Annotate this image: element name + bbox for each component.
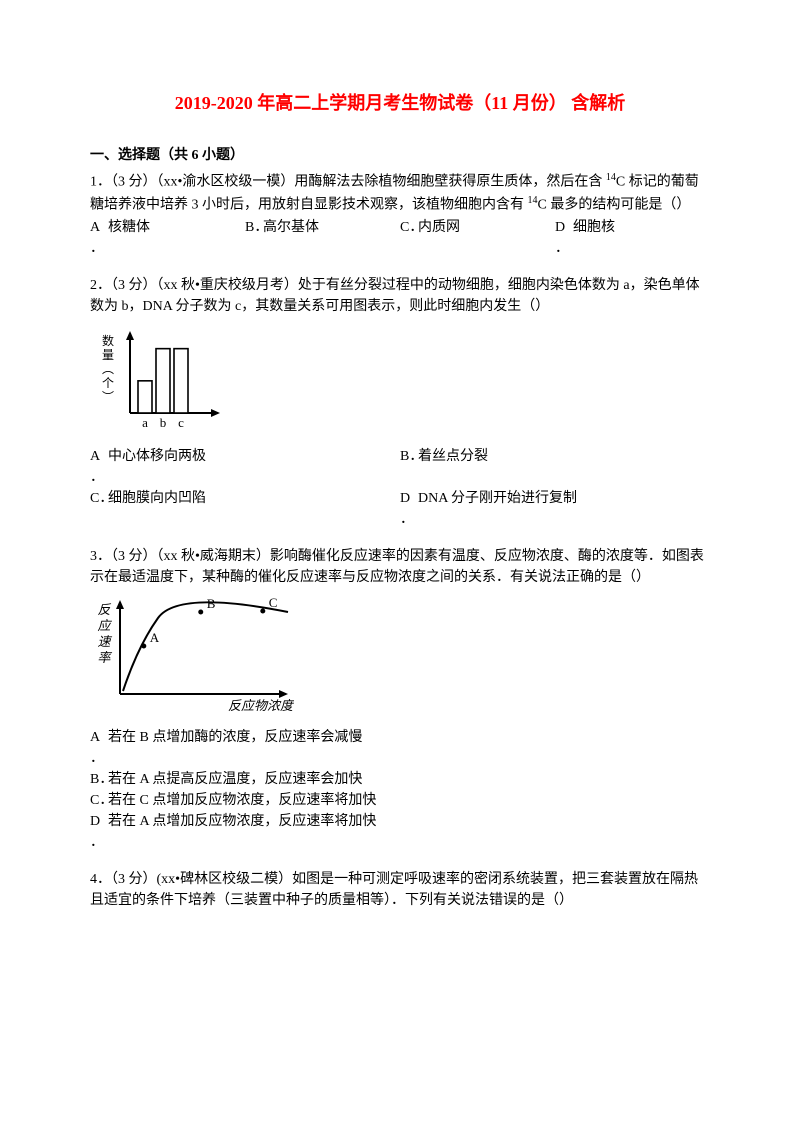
q2-opt-c: C． 细胞膜向内凹陷 bbox=[90, 488, 400, 530]
svg-text:︶: ︶ bbox=[102, 390, 114, 404]
opt-label: C． bbox=[400, 217, 418, 238]
q3-line-chart: A B C 反应速率反应物浓度 bbox=[94, 596, 294, 716]
opt-text: 中心体移向两极 bbox=[108, 446, 400, 467]
svg-text:C: C bbox=[269, 596, 278, 610]
q3-opt-d: D ． 若在 A 点增加反应物浓度，反应速率将加快 bbox=[90, 811, 710, 853]
q2-opt-a: A ． 中心体移向两极 bbox=[90, 446, 400, 488]
q1-stem-c: C 最多的结构可能是（） bbox=[538, 197, 691, 212]
opt-label: B． bbox=[400, 446, 418, 467]
opt-text: 若在 C 点增加反应物浓度，反应速率将加快 bbox=[108, 790, 710, 811]
svg-text:个: 个 bbox=[102, 376, 114, 390]
q1-opt-a: A ． 核糖体 bbox=[90, 217, 245, 259]
q1-options: A ． 核糖体 B． 高尔基体 C． 内质网 D ． 细胞核 bbox=[90, 217, 710, 259]
opt-text: 着丝点分裂 bbox=[418, 446, 710, 467]
dot: ． bbox=[555, 241, 569, 256]
opt-label: D bbox=[555, 220, 565, 235]
sup-14-2: 14 bbox=[528, 195, 538, 206]
opt-label: B． bbox=[90, 769, 108, 790]
q4-stem: 4．（3 分）(xx•碑林区校级二模）如图是一种可测定呼吸速率的密闭系统装置，把… bbox=[90, 869, 710, 911]
svg-text:c: c bbox=[178, 415, 184, 430]
opt-label: D bbox=[90, 814, 100, 829]
q3-stem: 3．（3 分）（xx 秋•威海期末）影响酶催化反应速率的因素有温度、反应物浓度、… bbox=[90, 546, 710, 588]
svg-text:A: A bbox=[150, 630, 160, 645]
opt-text: 高尔基体 bbox=[263, 217, 400, 238]
q3-opt-b: B． 若在 A 点提高反应温度，反应速率会加快 bbox=[90, 769, 710, 790]
svg-text:速: 速 bbox=[97, 634, 112, 649]
q1-stem-a: 1．（3 分）（xx•渝水区校级一模）用酶解法去除植物细胞壁获得原生质体，然后在… bbox=[90, 175, 606, 190]
question-1: 1．（3 分）（xx•渝水区校级一模）用酶解法去除植物细胞壁获得原生质体，然后在… bbox=[90, 170, 710, 259]
svg-text:量: 量 bbox=[102, 348, 114, 362]
opt-label: A bbox=[90, 220, 100, 235]
svg-text:a: a bbox=[142, 415, 148, 430]
svg-text:反: 反 bbox=[97, 602, 111, 617]
question-2: 2．（3 分）（xx 秋•重庆校级月考）处于有丝分裂过程中的动物细胞，细胞内染色… bbox=[90, 275, 710, 530]
q2-opt-d: D ． DNA 分子刚开始进行复制 bbox=[400, 488, 710, 530]
q3-opt-c: C． 若在 C 点增加反应物浓度，反应速率将加快 bbox=[90, 790, 710, 811]
q3-opt-a: A ． 若在 B 点增加酶的浓度，反应速率会减慢 bbox=[90, 727, 710, 769]
opt-text: 内质网 bbox=[418, 217, 555, 238]
opt-text: 核糖体 bbox=[108, 217, 245, 238]
q2-bar-chart: abc 数量︵个︶ bbox=[96, 325, 226, 435]
opt-text: 若在 A 点提高反应温度，反应速率会加快 bbox=[108, 769, 710, 790]
q1-opt-d: D ． 细胞核 bbox=[555, 217, 710, 259]
sup-14-1: 14 bbox=[606, 172, 616, 183]
q1-stem: 1．（3 分）（xx•渝水区校级一模）用酶解法去除植物细胞壁获得原生质体，然后在… bbox=[90, 170, 710, 215]
svg-text:应: 应 bbox=[97, 618, 112, 633]
q2-stem: 2．（3 分）（xx 秋•重庆校级月考）处于有丝分裂过程中的动物细胞，细胞内染色… bbox=[90, 275, 710, 317]
opt-text: 若在 B 点增加酶的浓度，反应速率会减慢 bbox=[108, 727, 710, 748]
q2-opt-b: B． 着丝点分裂 bbox=[400, 446, 710, 488]
page-title: 2019-2020 年高二上学期月考生物试卷（11 月份） 含解析 bbox=[90, 90, 710, 117]
q2-options-row1: A ． 中心体移向两极 B． 着丝点分裂 bbox=[90, 446, 710, 488]
q1-opt-b: B． 高尔基体 bbox=[245, 217, 400, 259]
opt-text: DNA 分子刚开始进行复制 bbox=[418, 488, 710, 509]
dot: ． bbox=[400, 512, 414, 527]
opt-label: C． bbox=[90, 790, 108, 811]
opt-label: A bbox=[90, 730, 100, 745]
opt-text: 细胞膜向内凹陷 bbox=[108, 488, 400, 509]
dot: ． bbox=[90, 241, 104, 256]
dot: ． bbox=[90, 835, 104, 850]
svg-text:︵: ︵ bbox=[102, 362, 114, 376]
svg-text:反应物浓度: 反应物浓度 bbox=[228, 698, 294, 713]
svg-text:B: B bbox=[207, 596, 216, 611]
q2-options-row2: C． 细胞膜向内凹陷 D ． DNA 分子刚开始进行复制 bbox=[90, 488, 710, 530]
opt-text: 细胞核 bbox=[573, 217, 710, 238]
svg-text:b: b bbox=[160, 415, 167, 430]
dot: ． bbox=[90, 470, 104, 485]
q1-opt-c: C． 内质网 bbox=[400, 217, 555, 259]
svg-text:率: 率 bbox=[97, 650, 112, 665]
opt-text: 若在 A 点增加反应物浓度，反应速率将加快 bbox=[108, 811, 710, 832]
opt-label: A bbox=[90, 449, 100, 464]
svg-text:数: 数 bbox=[102, 333, 114, 348]
opt-label: D bbox=[400, 491, 410, 506]
opt-label: B． bbox=[245, 217, 263, 238]
section-heading: 一、选择题（共 6 小题） bbox=[90, 145, 710, 166]
question-4: 4．（3 分）(xx•碑林区校级二模）如图是一种可测定呼吸速率的密闭系统装置，把… bbox=[90, 869, 710, 911]
question-3: 3．（3 分）（xx 秋•威海期末）影响酶催化反应速率的因素有温度、反应物浓度、… bbox=[90, 546, 710, 853]
dot: ． bbox=[90, 751, 104, 766]
opt-label: C． bbox=[90, 488, 108, 509]
